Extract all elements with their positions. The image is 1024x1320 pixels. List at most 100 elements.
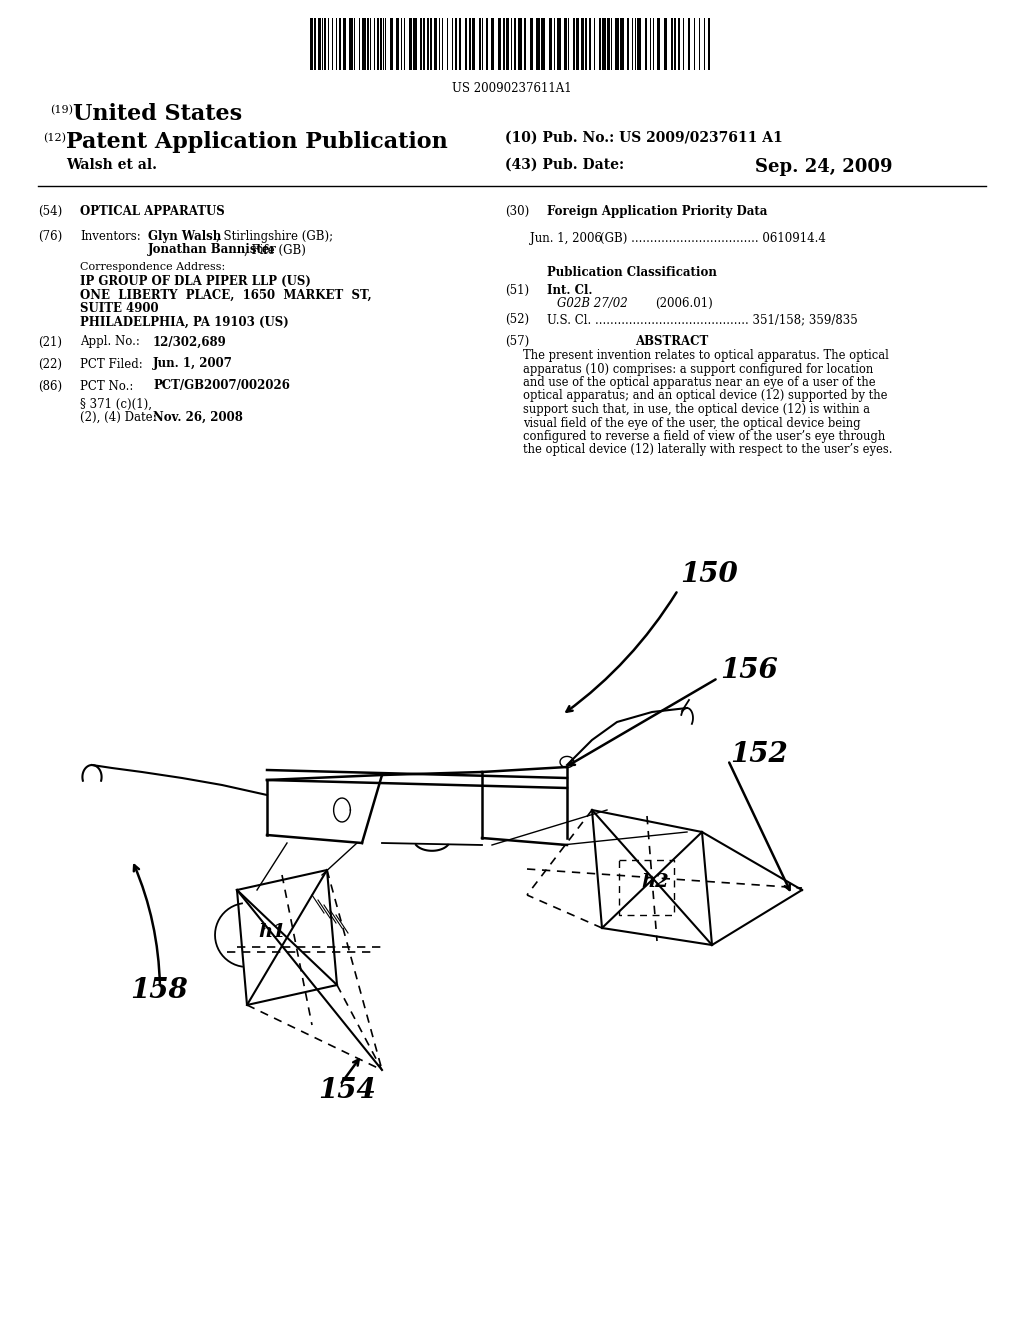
Text: United States: United States — [73, 103, 242, 125]
Text: ABSTRACT: ABSTRACT — [635, 335, 709, 348]
Text: Glyn Walsh: Glyn Walsh — [148, 230, 221, 243]
Text: Correspondence Address:: Correspondence Address: — [80, 261, 225, 272]
Bar — [430, 18, 432, 70]
Text: 158: 158 — [130, 977, 187, 1003]
Bar — [671, 18, 673, 70]
Bar — [581, 18, 584, 70]
Text: Jun. 1, 2007: Jun. 1, 2007 — [153, 358, 232, 371]
Text: apparatus (10) comprises: a support configured for location: apparatus (10) comprises: a support conf… — [523, 363, 873, 375]
Bar — [589, 18, 591, 70]
Text: , Stirlingshire (GB);: , Stirlingshire (GB); — [216, 230, 333, 243]
Text: Patent Application Publication: Patent Application Publication — [66, 131, 447, 153]
Bar — [314, 18, 316, 70]
Bar — [465, 18, 467, 70]
Bar — [318, 18, 321, 70]
Text: (10) Pub. No.: US 2009/0237611 A1: (10) Pub. No.: US 2009/0237611 A1 — [505, 131, 782, 145]
Bar — [413, 18, 417, 70]
Bar — [486, 18, 488, 70]
Bar — [514, 18, 516, 70]
Bar — [310, 18, 313, 70]
Bar — [339, 18, 341, 70]
Text: G02B 27/02: G02B 27/02 — [557, 297, 628, 310]
Bar — [390, 18, 393, 70]
Text: Int. Cl.: Int. Cl. — [547, 284, 593, 297]
Text: (76): (76) — [38, 230, 62, 243]
Bar — [549, 18, 552, 70]
Bar — [490, 18, 494, 70]
Text: (19): (19) — [50, 106, 73, 115]
Bar — [524, 18, 526, 70]
Text: ONE  LIBERTY  PLACE,  1650  MARKET  ST,: ONE LIBERTY PLACE, 1650 MARKET ST, — [80, 289, 372, 301]
Bar — [380, 18, 382, 70]
Bar — [599, 18, 601, 70]
Bar — [664, 18, 667, 70]
Bar — [557, 18, 561, 70]
Bar — [637, 18, 641, 70]
Bar — [349, 18, 353, 70]
Text: Appl. No.:: Appl. No.: — [80, 335, 140, 348]
Text: h2: h2 — [641, 873, 669, 891]
Text: The present invention relates to optical apparatus. The optical: The present invention relates to optical… — [523, 348, 889, 362]
Text: (12): (12) — [43, 133, 66, 144]
Bar — [602, 18, 606, 70]
Bar — [518, 18, 522, 70]
Bar — [536, 18, 540, 70]
Text: IP GROUP OF DLA PIPER LLP (US): IP GROUP OF DLA PIPER LLP (US) — [80, 275, 311, 288]
Text: the optical device (12) laterally with respect to the user’s eyes.: the optical device (12) laterally with r… — [523, 444, 893, 457]
Bar — [362, 18, 366, 70]
Text: (21): (21) — [38, 335, 62, 348]
Text: PCT Filed:: PCT Filed: — [80, 358, 142, 371]
Text: (51): (51) — [505, 284, 529, 297]
Bar — [420, 18, 422, 70]
Bar — [409, 18, 412, 70]
Text: OPTICAL APPARATUS: OPTICAL APPARATUS — [80, 205, 224, 218]
Text: PHILADELPHIA, PA 19103 (US): PHILADELPHIA, PA 19103 (US) — [80, 315, 289, 329]
Bar — [627, 18, 629, 70]
Bar — [607, 18, 610, 70]
Text: visual field of the eye of the user, the optical device being: visual field of the eye of the user, the… — [523, 417, 860, 429]
Text: Publication Classification: Publication Classification — [547, 265, 717, 279]
Text: (43) Pub. Date:: (43) Pub. Date: — [505, 158, 624, 172]
Bar — [541, 18, 545, 70]
Bar — [708, 18, 710, 70]
Bar — [324, 18, 326, 70]
Text: Sep. 24, 2009: Sep. 24, 2009 — [755, 158, 893, 176]
Bar — [396, 18, 399, 70]
Bar — [479, 18, 481, 70]
Text: Jonathan Bannister: Jonathan Bannister — [148, 243, 276, 256]
Text: support such that, in use, the optical device (12) is within a: support such that, in use, the optical d… — [523, 403, 870, 416]
Text: PCT/GB2007/002026: PCT/GB2007/002026 — [153, 380, 290, 392]
Text: (86): (86) — [38, 380, 62, 392]
Bar — [678, 18, 680, 70]
Text: optical apparatus; and an optical device (12) supported by the: optical apparatus; and an optical device… — [523, 389, 888, 403]
Text: Jun. 1, 2006: Jun. 1, 2006 — [530, 232, 602, 246]
Bar — [469, 18, 471, 70]
Text: (57): (57) — [505, 335, 529, 348]
Text: (2006.01): (2006.01) — [655, 297, 713, 310]
Bar — [472, 18, 475, 70]
Bar — [459, 18, 461, 70]
Text: U.S. Cl. ......................................... 351/158; 359/835: U.S. Cl. ...............................… — [547, 313, 858, 326]
Text: , Fife (GB): , Fife (GB) — [244, 243, 306, 256]
Text: (GB) .................................. 0610914.4: (GB) .................................. … — [600, 232, 826, 246]
Text: US 20090237611A1: US 20090237611A1 — [453, 82, 571, 95]
Bar — [498, 18, 501, 70]
Text: PCT No.:: PCT No.: — [80, 380, 133, 392]
Bar — [674, 18, 676, 70]
Text: § 371 (c)(1),: § 371 (c)(1), — [80, 397, 152, 411]
Bar — [573, 18, 575, 70]
Bar — [615, 18, 618, 70]
Text: (22): (22) — [38, 358, 62, 371]
Bar — [688, 18, 690, 70]
Bar — [423, 18, 425, 70]
Bar — [377, 18, 379, 70]
Bar — [620, 18, 624, 70]
Text: SUITE 4900: SUITE 4900 — [80, 302, 159, 315]
Text: and use of the optical apparatus near an eye of a user of the: and use of the optical apparatus near an… — [523, 376, 876, 389]
Bar — [530, 18, 534, 70]
Bar — [657, 18, 660, 70]
Text: 156: 156 — [720, 656, 778, 684]
Text: Walsh et al.: Walsh et al. — [66, 158, 157, 172]
Bar — [618, 861, 674, 915]
Text: 154: 154 — [318, 1077, 376, 1104]
